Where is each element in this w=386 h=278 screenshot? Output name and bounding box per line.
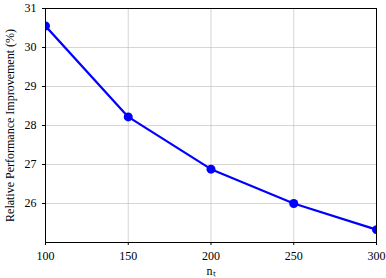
svg-text:nₜ: nₜ	[207, 264, 216, 278]
svg-text:29: 29	[25, 79, 37, 93]
svg-text:30: 30	[25, 40, 37, 54]
svg-text:28: 28	[25, 118, 37, 132]
svg-text:31: 31	[25, 1, 37, 15]
svg-text:250: 250	[285, 249, 303, 263]
svg-text:100: 100	[37, 249, 55, 263]
svg-text:300: 300	[368, 249, 386, 263]
svg-text:26: 26	[25, 196, 37, 210]
svg-text:27: 27	[25, 157, 37, 171]
svg-text:150: 150	[119, 249, 137, 263]
svg-text:Relative Performance Improveme: Relative Performance Improvement (%)	[3, 29, 17, 222]
svg-text:200: 200	[202, 249, 220, 263]
